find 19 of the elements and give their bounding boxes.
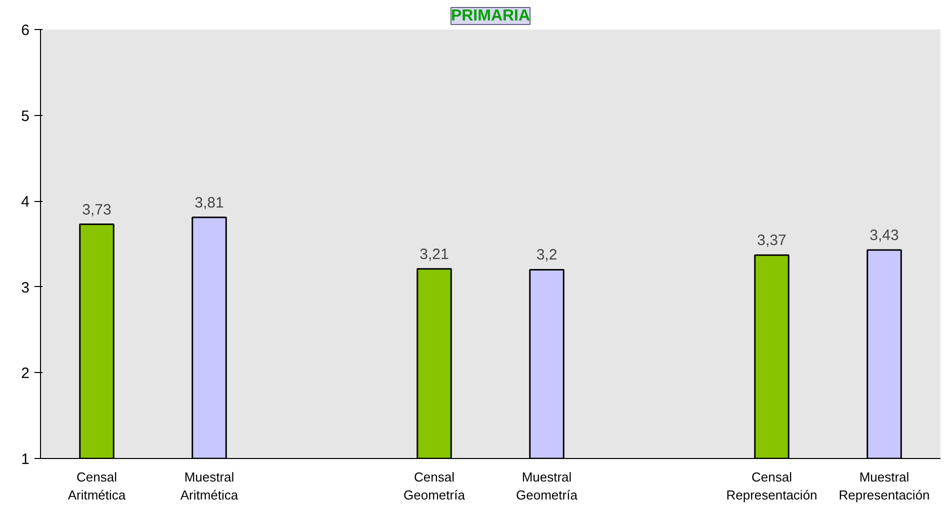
data-label: 3,43 xyxy=(870,227,899,244)
x-tick-label: Censal Geometría xyxy=(404,470,466,502)
x-tick-label: Muestral Geometría xyxy=(516,470,578,502)
x-tick-label: Muestral Representación xyxy=(838,470,930,502)
data-label: 3,2 xyxy=(536,246,558,264)
x-tick-label: Censal Representación xyxy=(726,470,818,502)
y-tick-label: 4 xyxy=(21,194,30,211)
x-tick-label: Muestral Aritmética xyxy=(180,470,239,502)
data-label: 3,37 xyxy=(757,232,786,250)
x-tick-label: Censal Aritmética xyxy=(68,470,126,502)
y-tick-label: 6 xyxy=(21,22,30,39)
y-tick-label: 5 xyxy=(21,108,30,125)
data-label: 3,73 xyxy=(82,201,112,218)
data-label: 3,81 xyxy=(194,194,224,212)
y-tick-label: 3 xyxy=(21,279,30,296)
y-tick-label: 1 xyxy=(21,451,30,468)
y-tick-label: 2 xyxy=(21,365,30,382)
data-label: 3,21 xyxy=(420,246,449,263)
chart-title: PRIMARIA xyxy=(450,8,530,24)
